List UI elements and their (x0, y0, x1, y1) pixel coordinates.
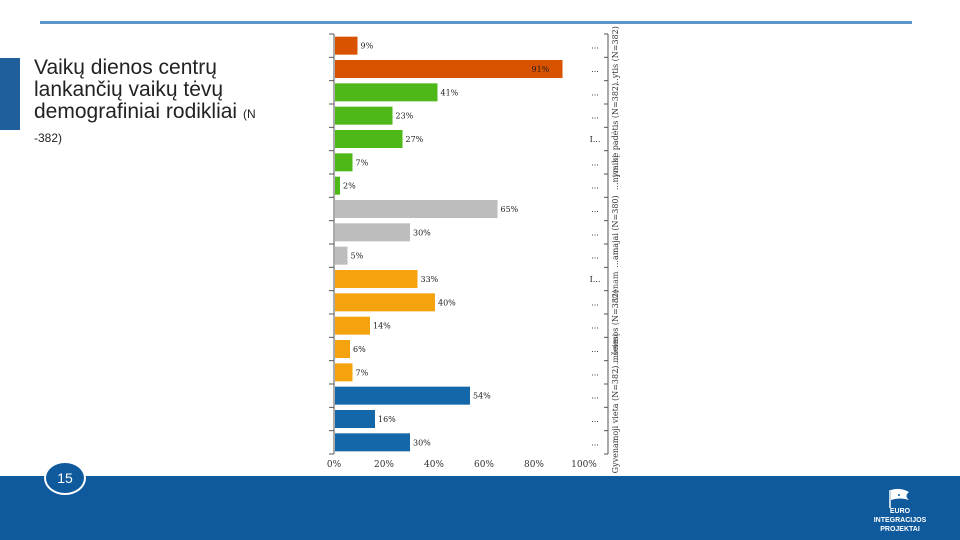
category-label: ... (591, 438, 599, 447)
category-label: ... (591, 298, 599, 307)
bar (335, 386, 470, 405)
category-label: ... (591, 112, 599, 121)
logo-line1: EURO INTEGRACIJOS (873, 508, 927, 524)
data-label: 23% (396, 112, 414, 121)
x-tick-label: 80% (524, 460, 544, 470)
bar (335, 270, 418, 288)
group-label-fragment: ...mėnesį (611, 333, 620, 370)
data-label: 5% (351, 252, 364, 261)
bar (335, 60, 563, 78)
slide-title-n-value: -382) (34, 131, 63, 145)
footer-band (0, 476, 960, 540)
slide-title: Vaikų dienos centrų lankančių vaikų tėvų… (34, 57, 304, 149)
data-label: 33% (421, 275, 439, 284)
category-label: ... (591, 322, 599, 331)
category-label: ... (591, 368, 599, 377)
logo-text: EURO INTEGRACIJOS PROJEKTAI (864, 507, 936, 534)
bar (335, 340, 350, 358)
logo-line2: PROJEKTAI (880, 526, 920, 533)
group-label: Gyvenamoji vieta (N=382) (611, 366, 620, 474)
bar (335, 433, 410, 452)
x-tick-label: 40% (424, 460, 444, 470)
bar (335, 316, 370, 335)
category-label: ... (591, 158, 599, 167)
x-tick-label: 0% (327, 460, 342, 470)
data-label: 30% (413, 438, 431, 447)
bar (335, 293, 435, 312)
data-label: 9% (361, 42, 374, 51)
bar-chart: 0% 20% 40% 60% 80% 100% 9% ... 91% ... 41% ... 23%.… (327, 26, 620, 473)
x-tick-label: 100% (571, 460, 597, 470)
data-label: 14% (373, 322, 391, 331)
data-label: 54% (473, 392, 491, 401)
bar (335, 200, 498, 218)
chart-axes: 0% 20% 40% 60% 80% 100% (327, 33, 609, 470)
bar (335, 410, 375, 428)
x-tick-label: 20% (374, 460, 394, 470)
category-label: ... (591, 205, 599, 214)
bar (335, 246, 348, 265)
flag-logo-icon (889, 488, 909, 508)
data-label: 30% (413, 228, 431, 237)
data-label: 40% (438, 298, 456, 307)
category-label: I... (590, 275, 601, 284)
data-label: 2% (343, 182, 356, 191)
group-label-fragment: ...vienam (611, 271, 620, 308)
category-label: ... (591, 228, 599, 237)
bar (335, 176, 340, 195)
category-label: ... (591, 392, 599, 401)
bar (335, 106, 393, 125)
top-rule (40, 21, 912, 24)
page-number: 15 (44, 461, 86, 495)
data-label: 41% (441, 88, 459, 97)
data-label: 7% (356, 158, 369, 167)
group-label: ...amajai (N=380) (611, 195, 620, 267)
category-label: ... (591, 415, 599, 424)
bar (335, 223, 410, 242)
bar (335, 153, 353, 172)
data-label: 6% (353, 345, 366, 354)
slide-title-text: Vaikų dienos centrų lankančių vaikų tėvų… (34, 56, 238, 123)
group-label: ...nymine padėtis (N=382) (611, 83, 620, 190)
bar (335, 83, 438, 102)
data-label: 7% (356, 368, 369, 377)
category-label: ... (591, 182, 599, 191)
category-label: I... (590, 135, 601, 144)
bar (335, 36, 358, 55)
data-label: 16% (378, 415, 396, 424)
data-label: 27% (406, 135, 424, 144)
bar (335, 363, 353, 382)
group-label-fragment: ...įvaikį (611, 155, 620, 185)
group-label: ...ytis (N=382) (611, 26, 620, 86)
category-label: ... (591, 65, 599, 74)
category-label: ... (591, 88, 599, 97)
chart-group-labels: ...ytis (N=382)...nymine padėtis (N=382)… (611, 26, 620, 473)
category-label: ... (591, 252, 599, 261)
category-label: ... (591, 42, 599, 51)
chart-bars (335, 36, 563, 452)
data-label: 91% (532, 65, 550, 74)
data-label: 65% (501, 205, 519, 214)
x-tick-label: 60% (474, 460, 494, 470)
title-accent-bar (0, 58, 20, 130)
slide-title-n: (N (242, 107, 256, 121)
group-label: ...šeimos (N=382) (611, 290, 620, 363)
category-label: ... (591, 345, 599, 354)
bar (335, 130, 403, 148)
chart-labels: 9% ... 91% ... 41% ... 23% ... 27% I... 7% ... 2%...… (343, 42, 600, 448)
